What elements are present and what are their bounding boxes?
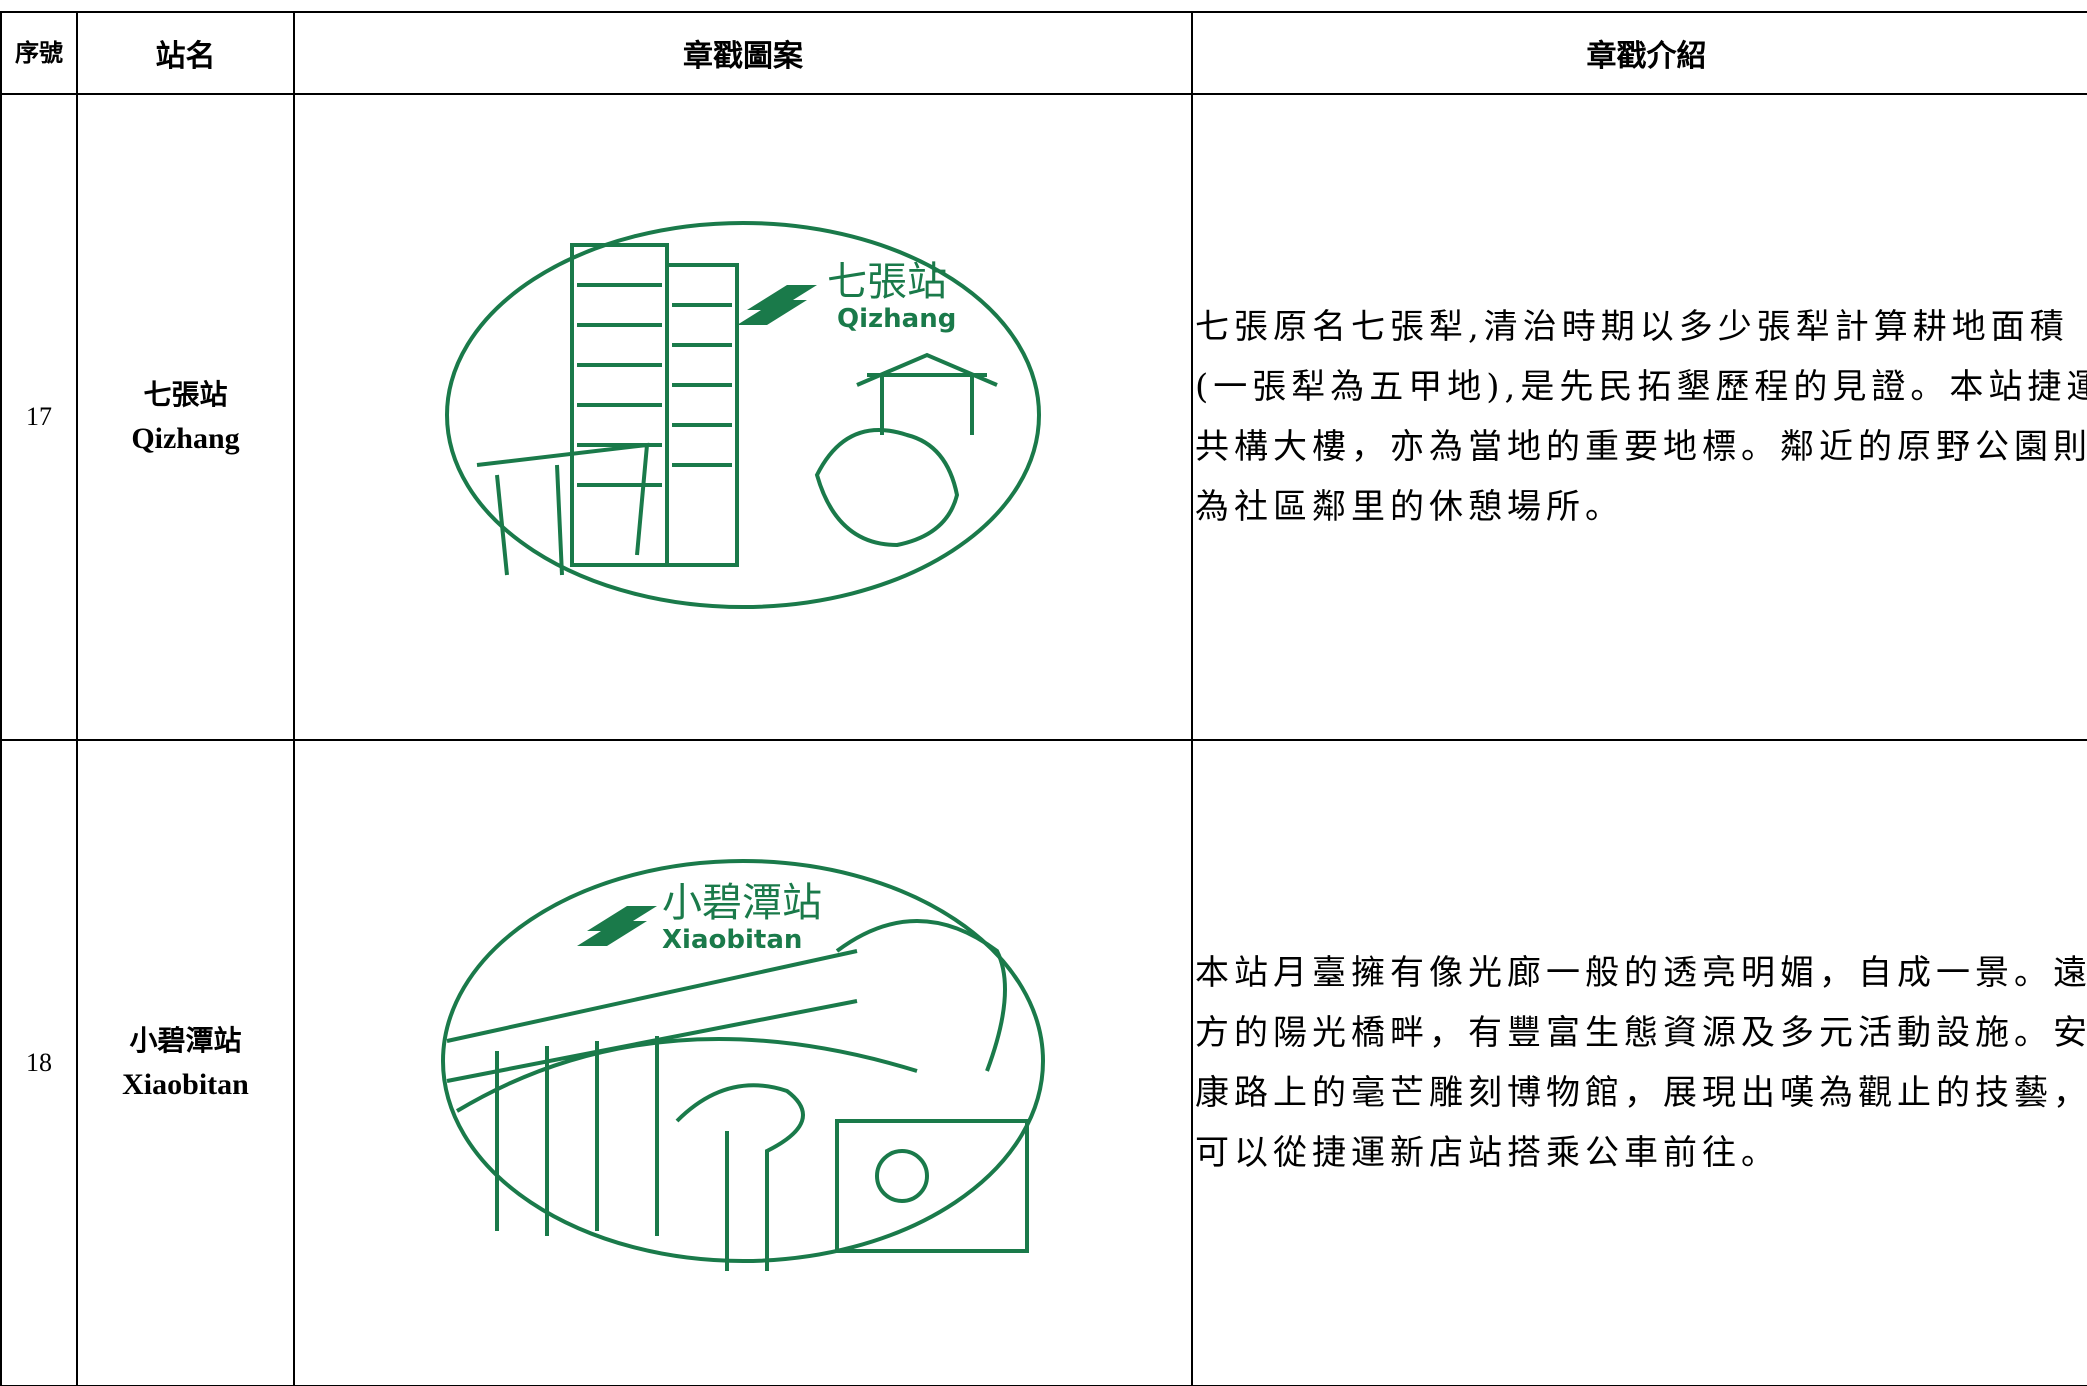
row-number: 18 — [0, 739, 78, 1386]
stamp-cell: 七張站 Qizhang — [293, 93, 1193, 741]
header-cell: 章戳圖案 — [293, 11, 1193, 95]
name-zh: 小碧潭站 — [129, 1024, 242, 1057]
stamp: 小碧潭站 Xiaobitan — [441, 859, 1045, 1331]
header-cell: 章戳介紹 — [1191, 11, 2087, 95]
stamp-cell: 小碧潭站 Xiaobitan — [293, 739, 1193, 1386]
row-number: 17 — [0, 93, 78, 741]
name-en: Xiaobitan — [122, 1068, 249, 1101]
stamp-name-zh: 七張站 — [827, 259, 947, 305]
stamp-name-zh: 小碧潭站 — [662, 880, 822, 926]
header-cell: 序號 — [0, 11, 78, 95]
stamp-border — [441, 859, 1045, 1263]
stamp-name-en: Qizhang — [837, 304, 956, 334]
intro-text: 本站月臺擁有像光廊一般的透亮明媚，自成一景。遠方的陽光橋畔，有豐富生態資源及多元… — [1195, 953, 2087, 1173]
stamp: 七張站 Qizhang — [445, 221, 1041, 609]
header-cell: 站名 — [76, 11, 295, 95]
row: 17 七張站 Qizhang 七張站 Qizhang 七張原名七張犁,清治時期以多… — [0, 93, 2087, 741]
station-name: 小碧潭站 Xiaobitan — [76, 739, 295, 1386]
intro-text: 七張原名七張犁,清治時期以多少張犁計算耕地面積(一張犁為五甲地),是先民拓墾歷程… — [1195, 307, 2087, 527]
station-name: 七張站 Qizhang — [76, 93, 295, 741]
name-zh: 七張站 — [143, 378, 228, 411]
platform — [446, 919, 1029, 1331]
header-row: 序號 站名 章戳圖案 章戳介紹 — [0, 11, 2087, 95]
stamp-table: 序號 站名 章戳圖案 章戳介紹 17 七張站 Qizhang 七張站 Qizhan… — [0, 11, 2087, 1386]
name-en: Qizhang — [131, 422, 240, 455]
stamp-border — [445, 221, 1041, 609]
building — [476, 243, 998, 576]
stamp-name-en: Xiaobitan — [662, 925, 802, 955]
metro-logo — [737, 285, 817, 325]
metro-logo — [577, 906, 657, 946]
intro: 本站月臺擁有像光廊一般的透亮明媚，自成一景。遠方的陽光橋畔，有豐富生態資源及多元… — [1191, 739, 2087, 1386]
intro: 七張原名七張犁,清治時期以多少張犁計算耕地面積(一張犁為五甲地),是先民拓墾歷程… — [1191, 93, 2087, 741]
row: 18 小碧潭站 Xiaobitan 小碧潭站 Xiaobitan 本站月臺擁有像光… — [0, 739, 2087, 1386]
